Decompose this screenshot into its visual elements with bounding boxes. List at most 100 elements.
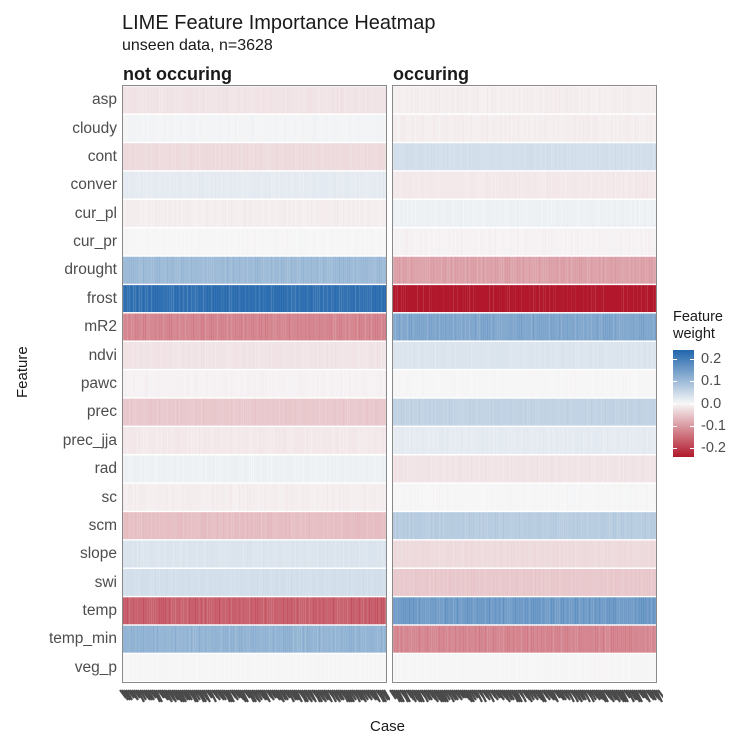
case-cell <box>539 483 540 511</box>
case-cell <box>219 228 220 256</box>
case-cell <box>227 483 228 511</box>
case-cell <box>433 200 434 227</box>
case-cell <box>219 370 220 398</box>
case-cell <box>347 398 348 426</box>
case-cell <box>457 285 458 313</box>
case-cell <box>417 256 418 284</box>
case-cell <box>157 597 158 625</box>
case-cell <box>521 313 522 341</box>
case-cell <box>295 86 296 114</box>
case-cell <box>341 114 342 142</box>
case-cell <box>299 370 300 398</box>
case-cell <box>369 540 370 568</box>
case-cell <box>615 228 616 256</box>
case-cell <box>283 256 284 284</box>
case-cell <box>539 313 540 341</box>
case-cell <box>419 341 420 369</box>
case-cell <box>223 200 224 227</box>
case-cell <box>237 200 238 227</box>
case-cell <box>409 455 410 483</box>
case-cell <box>255 512 256 540</box>
case-cell <box>307 540 308 568</box>
case-cell <box>495 370 496 398</box>
case-cell <box>617 455 618 483</box>
case-cell <box>637 483 638 511</box>
case-cell <box>267 171 268 199</box>
case-cell <box>513 341 514 369</box>
case-cell <box>281 285 282 313</box>
case-cell <box>363 114 364 142</box>
case-cell <box>141 398 142 426</box>
case-cell <box>331 654 332 681</box>
case-cell <box>319 341 320 369</box>
case-cell <box>305 455 306 483</box>
case-cell <box>199 512 200 540</box>
case-cell <box>165 143 166 171</box>
case-cell <box>465 228 466 256</box>
case-cell <box>535 86 536 114</box>
case-cell <box>305 427 306 454</box>
case-cell <box>263 540 264 568</box>
case-cell <box>409 341 410 369</box>
case-cell <box>537 143 538 171</box>
case-cell <box>219 256 220 284</box>
case-cell <box>605 398 606 426</box>
case-cell <box>281 455 282 483</box>
case-cell <box>195 512 196 540</box>
case-cell <box>207 398 208 426</box>
case-cell <box>493 427 494 454</box>
case-cell <box>329 568 330 596</box>
case-cell <box>473 114 474 142</box>
case-cell <box>597 313 598 341</box>
case-cell <box>135 228 136 256</box>
case-cell <box>259 455 260 483</box>
case-cell <box>527 455 528 483</box>
case-cell <box>343 228 344 256</box>
case-cell <box>379 455 380 483</box>
case-cell <box>555 114 556 142</box>
case-cell <box>145 625 146 653</box>
case-cell <box>287 228 288 256</box>
case-cell <box>175 285 176 313</box>
case-cell <box>327 654 328 681</box>
case-cell <box>225 171 226 199</box>
case-cell <box>127 427 128 454</box>
case-cell <box>205 143 206 171</box>
case-cell <box>369 256 370 284</box>
case-cell <box>193 540 194 568</box>
case-cell <box>479 398 480 426</box>
case-cell <box>141 370 142 398</box>
case-cell <box>347 341 348 369</box>
case-cell <box>557 341 558 369</box>
case-cell <box>535 285 536 313</box>
case-cell <box>155 568 156 596</box>
case-cell <box>225 427 226 454</box>
case-cell <box>605 483 606 511</box>
case-cell <box>511 86 512 114</box>
case-cell <box>375 228 376 256</box>
case-cell <box>593 285 594 313</box>
case-cell <box>127 370 128 398</box>
case-cell <box>187 171 188 199</box>
case-cell <box>563 512 564 540</box>
case-cell <box>335 228 336 256</box>
case-cell <box>613 171 614 199</box>
case-cell <box>223 654 224 681</box>
case-cell <box>231 654 232 681</box>
case-cell <box>311 427 312 454</box>
case-cell <box>417 313 418 341</box>
case-cell <box>301 114 302 142</box>
case-cell <box>133 654 134 681</box>
case-cell <box>333 398 334 426</box>
case-cell <box>149 483 150 511</box>
case-cell <box>327 427 328 454</box>
case-cell <box>255 341 256 369</box>
case-cell <box>591 427 592 454</box>
case-cell <box>365 370 366 398</box>
case-cell <box>365 512 366 540</box>
case-cell <box>513 398 514 426</box>
case-cell <box>583 427 584 454</box>
case-cell <box>327 114 328 142</box>
case-cell <box>239 341 240 369</box>
case-cell <box>361 228 362 256</box>
